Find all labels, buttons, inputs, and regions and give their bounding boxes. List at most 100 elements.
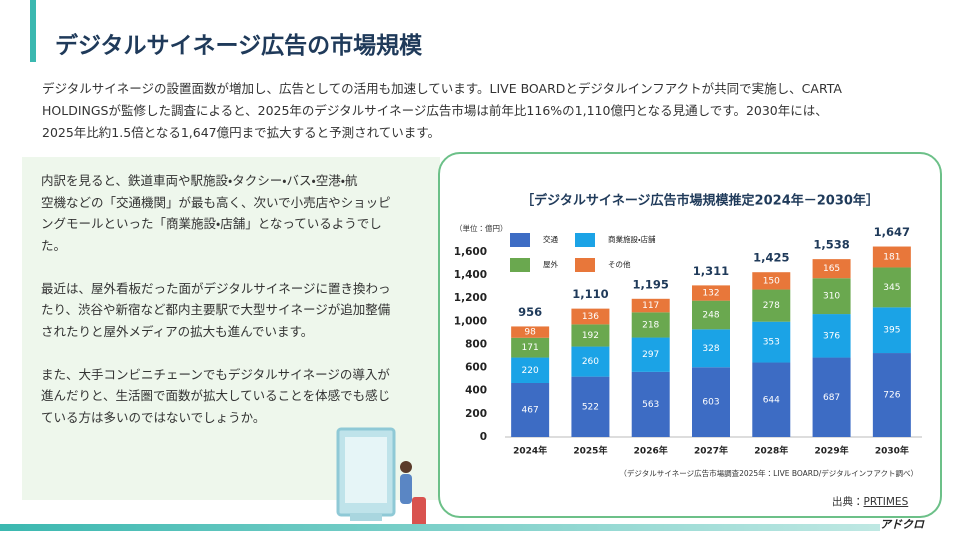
x-tick-label: 2028年 (754, 445, 788, 457)
value-label: 98 (524, 328, 536, 338)
intro-line: デジタルサイネージの設置面数が増加し、広告としての活用も加速しています。LIVE… (42, 81, 842, 96)
paragraph: また、大手コンビニチェーンでもデジタルサイネージの導入が 進んだりと、生活圏で面数… (41, 364, 391, 429)
paragraph-line: 最近は、屋外看板だった面がデジタルサイネージに置き換わっ (41, 280, 391, 296)
person-body (400, 474, 412, 504)
legend-swatch (575, 233, 595, 247)
chart-title: ［デジタルサイネージ広告市場規模推定2024年－2030年］ (521, 193, 879, 209)
bar-segment (752, 272, 791, 290)
page-title: デジタルサイネージ広告の市場規模 (55, 33, 423, 59)
bar-segment (692, 285, 730, 301)
paragraph-line: 内訳を見ると、鉄道車両や駅施設・タクシー・バス・空港・航 (41, 173, 358, 188)
value-label: 278 (763, 301, 780, 311)
source: 出典：PRTIMES (832, 494, 908, 509)
y-tick-label: 400 (465, 385, 487, 397)
paragraph-line: 空機などの「交通機関」が最も高く、次いで小売店やショッピ (41, 194, 391, 210)
person-head (400, 461, 412, 473)
bar-segment (752, 321, 791, 363)
bar-segment (571, 308, 610, 325)
intro-line: 2025年比約1.5倍となる1,647億円まで拡大すると予測されています。 (42, 125, 440, 140)
bar-segment (631, 298, 670, 313)
x-tick-label: 2029年 (815, 445, 849, 457)
intro: デジタルサイネージの設置面数が増加し、広告としての活用も加速しています。LIVE… (42, 78, 842, 144)
total-label: 1,647 (874, 225, 910, 239)
value-label: 165 (823, 264, 840, 274)
x-tick-label: 2027年 (694, 445, 728, 457)
y-tick-label: 1,200 (454, 292, 487, 304)
intro-line: HOLDINGSが監修した調査によると、2025年のデジタルサイネージ広告市場は… (42, 103, 828, 118)
y-tick-label: 800 (465, 338, 487, 350)
total-label: 1,538 (813, 238, 849, 252)
x-tick-label: 2024年 (513, 445, 547, 457)
y-tick-label: 1,000 (454, 315, 487, 327)
paragraph: 内訳を見ると、鉄道車両や駅施設・タクシー・バス・空港・航空機などの「交通機関」が… (41, 170, 391, 256)
paragraph-line: また、大手コンビニチェーンでもデジタルサイネージの導入が (41, 366, 390, 382)
y-tick-label: 1,600 (454, 246, 487, 258)
chart-note: （デジタルサイネージ広告市場調査2025年：LIVE BOARD/デジタルインフ… (619, 468, 918, 478)
paragraph-line: されたりと屋外メディアの拡大も進んでいます。 (41, 323, 314, 339)
legend-label: 交通 (543, 234, 558, 244)
bar-segment (872, 353, 911, 437)
logo: アドクロ (880, 518, 924, 531)
value-label: 117 (642, 301, 659, 311)
value-label: 132 (702, 289, 719, 299)
bar-segment (631, 371, 670, 437)
bar-segment (812, 357, 851, 437)
accent-bar (30, 0, 36, 62)
source-link[interactable]: PRTIMES (863, 496, 909, 508)
source-label: 出典： (832, 496, 864, 508)
footer-bar (0, 524, 880, 531)
legend-swatch (510, 258, 530, 272)
total-label: 1,195 (633, 277, 669, 291)
paragraph-line: ている方は多いのではないでしょうか。 (41, 409, 266, 425)
bar-segment (872, 246, 911, 268)
unit-label: （単位：億円） (455, 223, 508, 233)
value-label: 136 (582, 312, 599, 322)
suitcase (412, 497, 426, 527)
signage-screen (345, 437, 387, 503)
value-label: 353 (763, 338, 780, 348)
bar-segment (511, 382, 550, 437)
x-tick-label: 2025年 (573, 445, 607, 457)
legend-label: 商業施設・店舗 (608, 234, 656, 244)
x-tick-label: 2030年 (875, 445, 909, 457)
value-label: 192 (582, 331, 599, 341)
value-label: 345 (883, 283, 900, 293)
value-label: 218 (642, 320, 659, 330)
bar-segment (511, 357, 550, 383)
illustration (336, 427, 426, 527)
value-label: 467 (522, 405, 539, 415)
bar-segment (812, 314, 851, 358)
x-tick-label: 2026年 (634, 445, 668, 457)
bar-segment (812, 259, 851, 279)
bar-segment (692, 329, 730, 368)
paragraph-line: ングモールといった「商業施設・店舗」となっているようでし (41, 216, 382, 231)
y-tick-label: 0 (480, 431, 487, 443)
signage-base (350, 513, 382, 521)
value-label: 171 (522, 343, 539, 353)
value-label: 297 (642, 350, 659, 360)
bar-segment (872, 267, 911, 308)
value-label: 376 (823, 331, 840, 341)
value-label: 150 (763, 276, 780, 286)
panel-text: 内訳を見ると、鉄道車両や駅施設・タクシー・バス・空港・航空機などの「交通機関」が… (41, 170, 391, 450)
bar-segment (752, 289, 791, 322)
bar-segment (571, 376, 610, 437)
paragraph: 最近は、屋外看板だった面がデジタルサイネージに置き換わっ たり、渋谷や新宿など都内… (41, 278, 391, 343)
value-label: 328 (702, 344, 719, 354)
value-label: 310 (823, 292, 840, 302)
y-tick-label: 600 (465, 362, 487, 374)
paragraph-line: たり、渋谷や新宿など都内主要駅で大型サイネージが追加整備 (41, 302, 391, 317)
paragraph-line: 進んだりと、生活圏で面数が拡大していることを体感でも感じ (41, 388, 391, 403)
total-label: 1,311 (693, 264, 729, 278)
value-label: 726 (883, 391, 900, 401)
legend-label: その他 (608, 259, 631, 269)
legend-swatch (510, 233, 530, 247)
y-tick-label: 1,400 (454, 269, 487, 281)
y-tick-label: 200 (465, 408, 487, 420)
value-label: 248 (702, 310, 719, 320)
bar-segment (692, 367, 730, 437)
legend-label: 屋外 (543, 259, 558, 269)
total-label: 1,425 (753, 251, 789, 265)
